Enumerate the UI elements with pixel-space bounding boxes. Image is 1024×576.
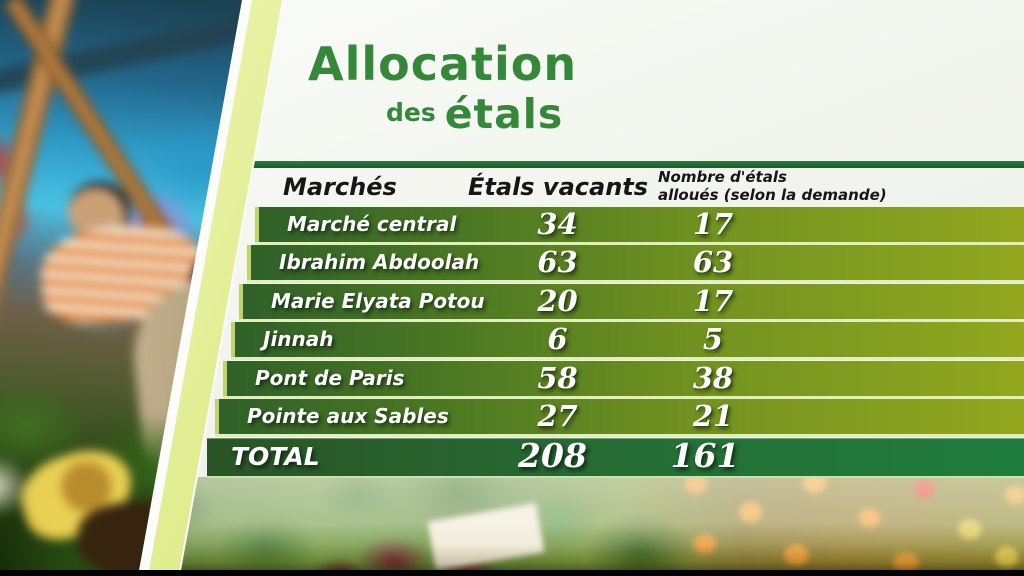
vacant-stalls-value: 27 [537,399,578,433]
market-name: Marie Elyata Potou [271,288,485,313]
market-name: Ibrahim Abdoolah [279,250,480,275]
table-row: Marché central 34 17 [0,207,1024,245]
table-row-background: Pointe aux Sables [215,399,1024,437]
title-line2: des étals [386,90,577,138]
allocated-stalls-value: 21 [692,399,734,433]
table-row: Marie Elyata Potou 20 17 [0,283,1024,322]
table-row: Ibrahim Abdoolah 63 63 [0,245,1024,284]
bottom-black-bar [0,570,1024,576]
total-row-background: TOTAL [207,438,1024,478]
title-word-des: des [386,98,436,127]
vacant-stalls-value: 34 [537,207,578,241]
table-row: Jinnah 6 5 [0,322,1024,361]
market-name: Pont de Paris [255,365,405,390]
allocated-stalls-value: 38 [692,360,734,395]
allocated-stalls-value: 5 [702,322,724,357]
total-allocated-value: 161 [670,436,740,475]
market-name: Jinnah [263,327,334,352]
column-header-markets: Marchés [283,173,397,201]
title-line1: Allocation [308,37,578,91]
table-row-background: Pont de Paris [223,360,1024,399]
column-header-allocated-stalls: Nombre d'étals alloués (selon la demande… [658,168,887,204]
vacant-stalls-value: 63 [537,245,578,280]
total-vacant-value: 208 [518,436,587,475]
header-top-bar [150,161,1024,168]
market-name: Pointe aux Sables [247,404,449,428]
vacant-stalls-value: 58 [537,360,578,395]
allocated-stalls-value: 63 [692,245,734,280]
column-header-vacant-stalls: Étals vacants [468,173,649,201]
vacant-stalls-value: 6 [547,322,568,357]
table-row: Pointe aux Sables 27 21 [0,399,1024,437]
page-title: Allocation des étals [308,40,577,138]
vacant-stalls-value: 20 [537,283,578,318]
column-header-allocated-line1: Nombre d'étals [658,168,787,186]
total-label: TOTAL [231,442,320,471]
table-row-background: Ibrahim Abdoolah [247,245,1024,284]
table-row-background: Marie Elyata Potou [239,283,1024,322]
table-total-row: TOTAL 208 161 [0,438,1024,479]
column-header-allocated-line2: alloués (selon la demande) [658,186,887,204]
allocated-stalls-value: 17 [692,207,734,241]
market-name: Marché central [287,212,457,236]
allocated-stalls-value: 17 [692,283,734,318]
table-row-background: Jinnah [231,322,1024,361]
photo-wash-overlay [130,477,1024,570]
title-word-etals: étals [444,90,564,138]
produce-strip-photo [130,477,1024,570]
table-row: Pont de Paris 58 38 [0,360,1024,399]
table-row-background: Marché central [255,207,1024,245]
